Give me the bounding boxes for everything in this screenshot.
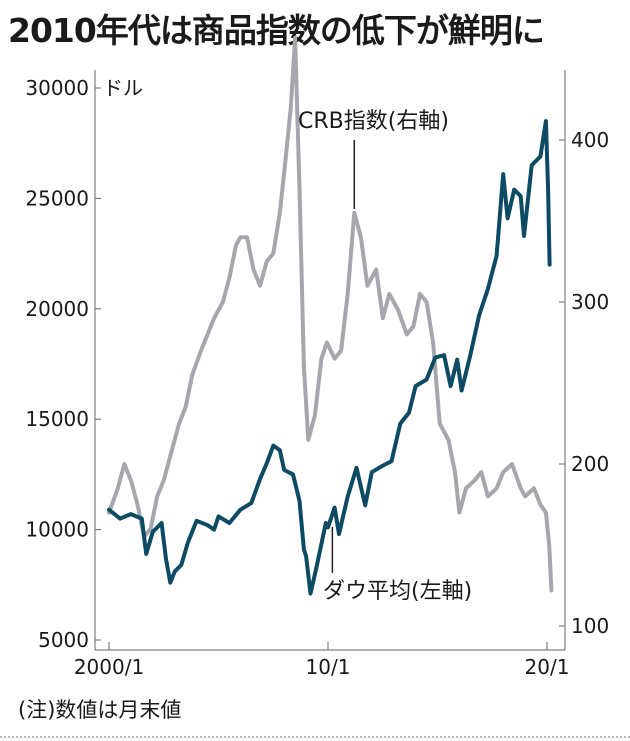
left-tick-label: 10000 [25,518,89,542]
series-line-dow [107,119,552,596]
dow-annotation-label: ダウ平均(左軸) [323,579,472,604]
series-line-crb [107,35,554,593]
left-tick-label: 25000 [25,186,89,210]
right-tick-label: 200 [571,452,609,476]
left-tick-label: 15000 [25,407,89,431]
x-axis: 2000/1 10/1 20/1 [74,642,570,679]
left-tick-label: 30000 [25,76,89,100]
left-tick-label: 5000 [38,628,89,652]
right-tick-label: 400 [571,128,609,152]
page-title: 2010年代は商品指数の低下が鮮明に [8,11,545,50]
x-tick-label: 2000/1 [74,655,144,679]
bottom-divider [0,736,630,738]
crb-annotation-label: CRB指数(右軸) [298,109,449,134]
x-tick-label: 10/1 [306,655,351,679]
right-tick-label: 300 [571,290,609,314]
plot-frame [94,70,566,651]
right-tick-label: 100 [571,614,609,638]
x-tick-label: 20/1 [525,655,570,679]
annotations: CRB指数(右軸) ダウ平均(左軸) [298,109,472,604]
left-axis: 5000 10000 15000 20000 25000 30000 ドル [25,76,143,652]
footnote: (注)数値は月末値 [18,698,182,722]
left-axis-unit: ドル [103,76,143,100]
series-layer [107,35,554,596]
left-tick-label: 20000 [25,297,89,321]
right-axis: 100 200 300 400 [559,128,609,638]
